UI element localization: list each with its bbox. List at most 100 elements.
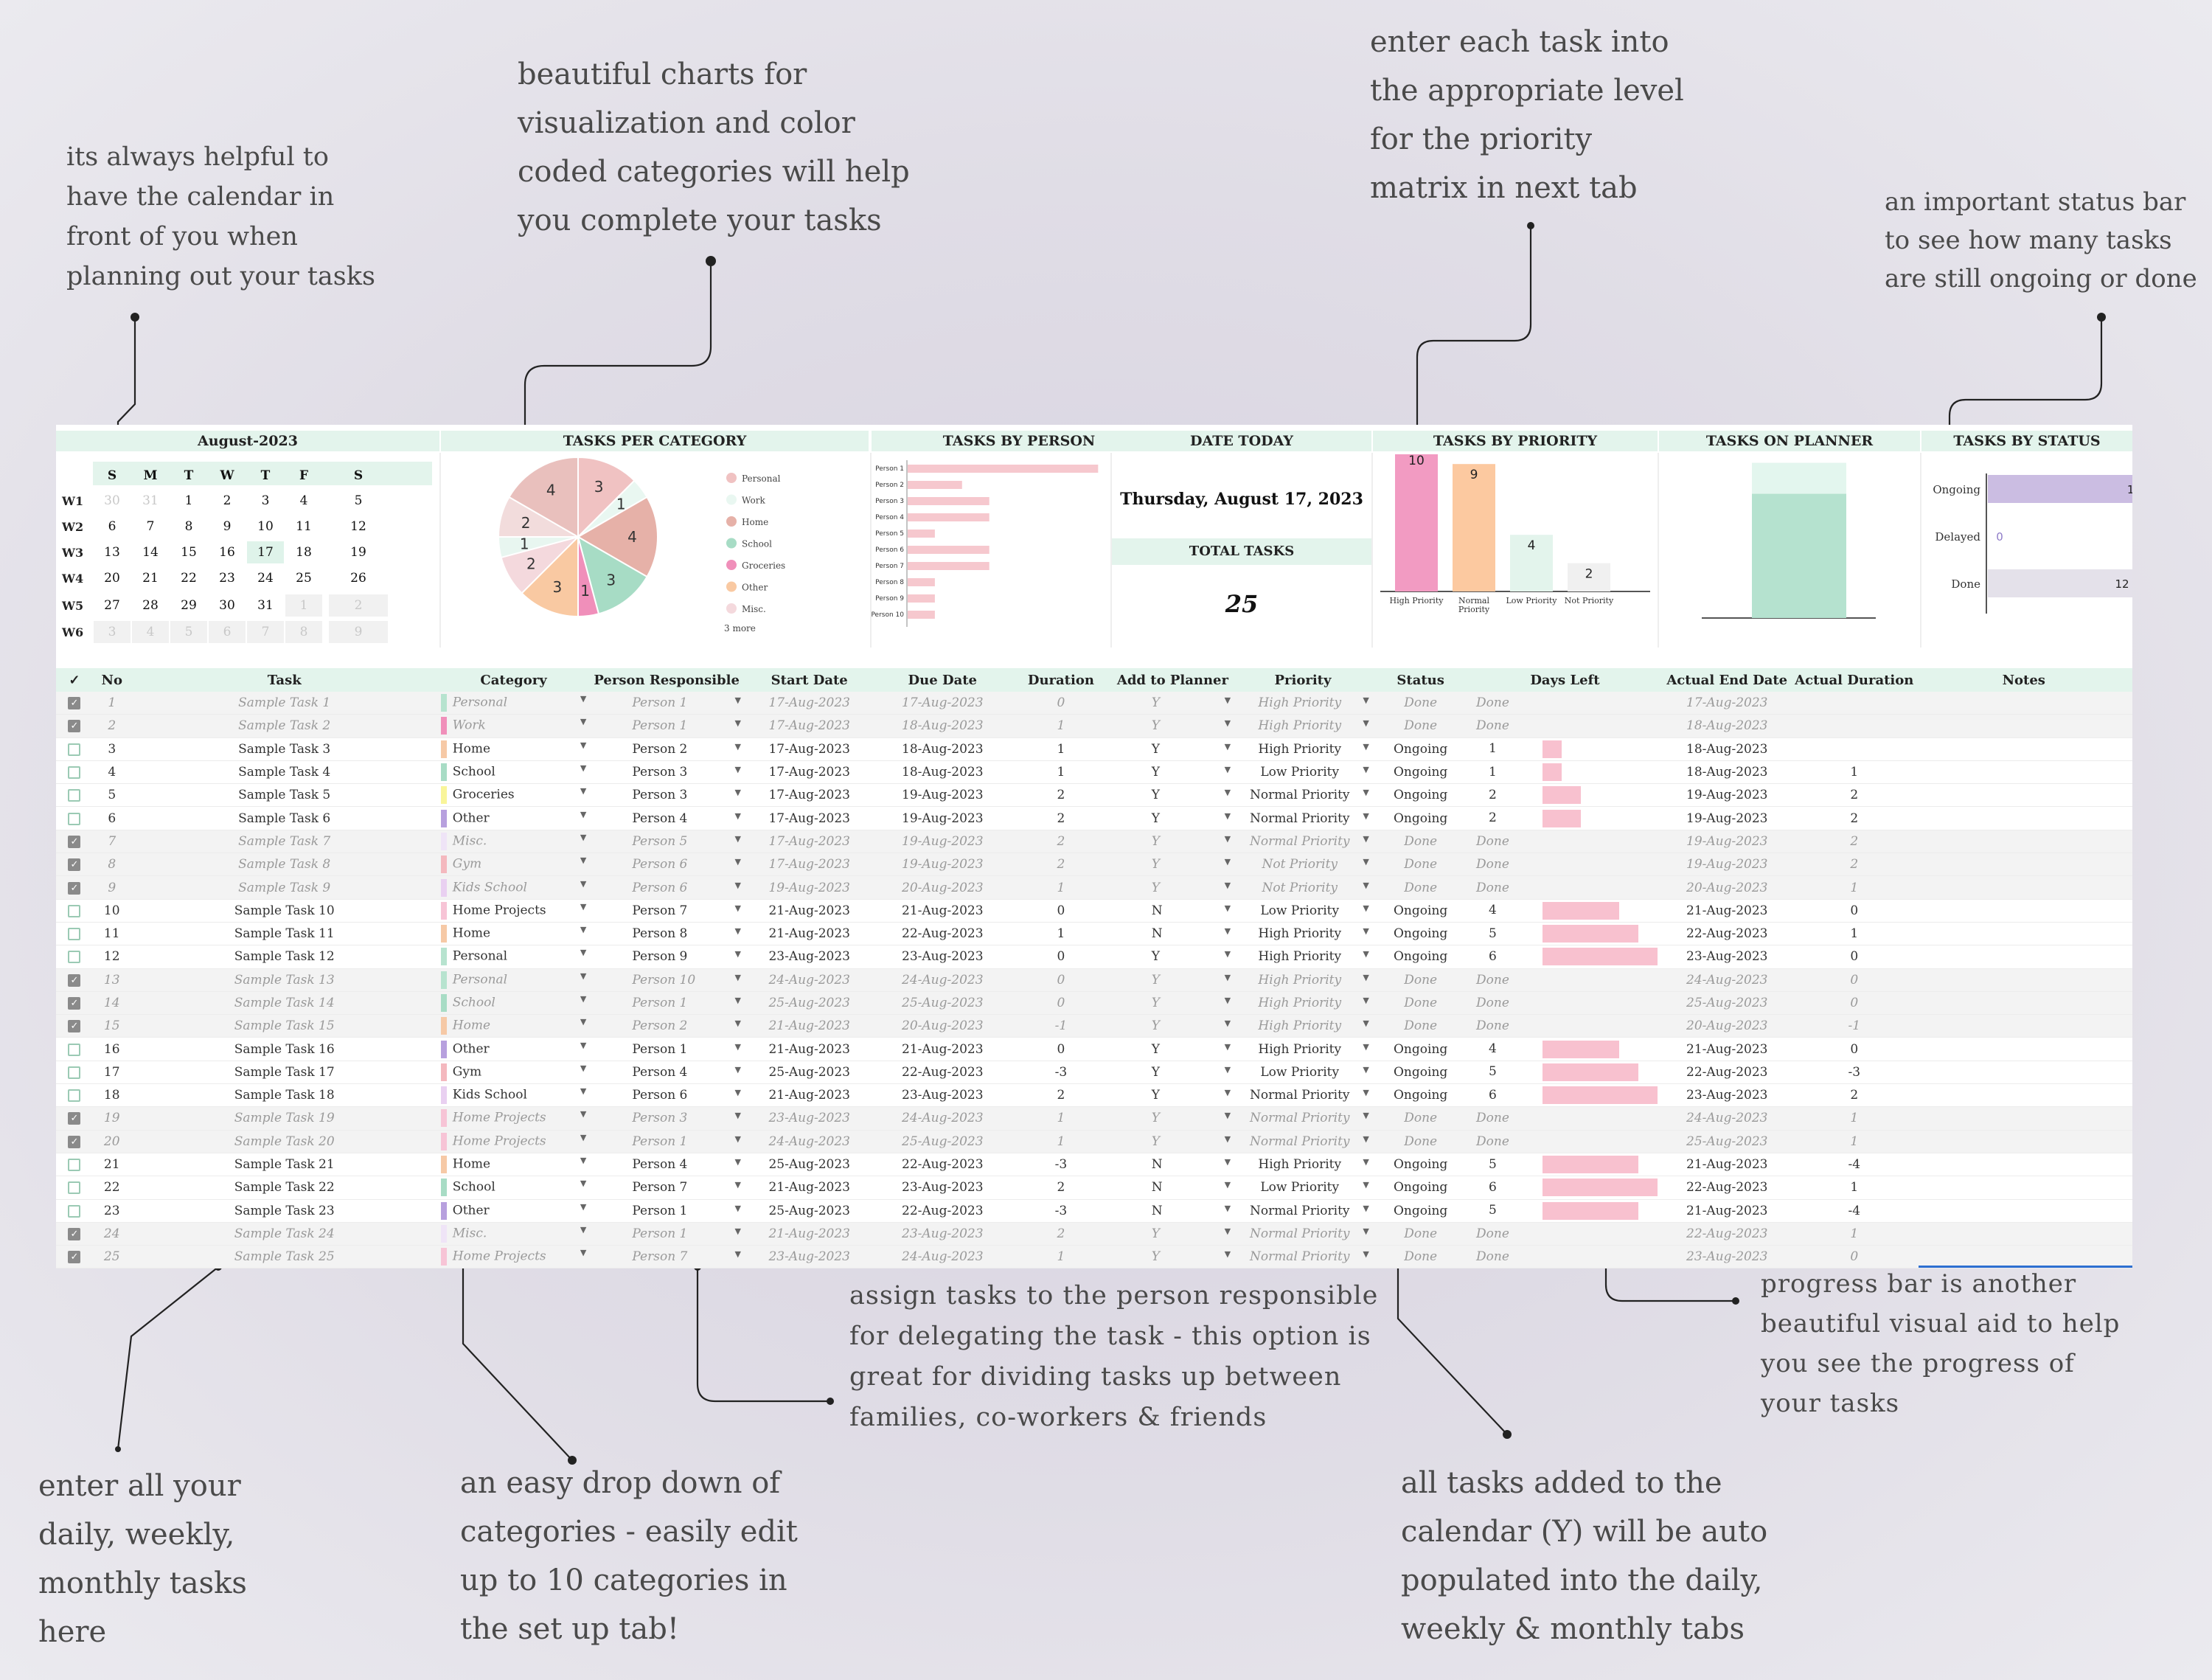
- checkbox-cell[interactable]: ✓: [56, 714, 93, 738]
- person-dropdown[interactable]: Person 1 ▼: [589, 1037, 744, 1061]
- dropdown-arrow-icon[interactable]: ▼: [1224, 765, 1231, 775]
- dropdown-arrow-icon[interactable]: ▼: [1363, 765, 1369, 775]
- planner-dropdown[interactable]: Y ▼: [1111, 875, 1234, 900]
- category-dropdown[interactable]: Home Projects ▼: [437, 899, 590, 923]
- dropdown-arrow-icon[interactable]: ▼: [1224, 788, 1231, 798]
- notes-cell[interactable]: [1915, 1014, 2132, 1038]
- column-header[interactable]: No: [92, 668, 131, 692]
- notes-cell[interactable]: [1915, 899, 2132, 923]
- dropdown-arrow-icon[interactable]: ▼: [1363, 857, 1369, 867]
- checkbox-cell[interactable]: ✓: [56, 1106, 93, 1131]
- task-name-cell[interactable]: Sample Task 19: [131, 1106, 438, 1131]
- dropdown-arrow-icon[interactable]: ▼: [1363, 949, 1369, 959]
- calendar-date[interactable]: 4: [132, 621, 169, 643]
- calendar-date[interactable]: 30: [219, 598, 235, 613]
- due-date-cell[interactable]: 23-Aug-2023: [874, 945, 1011, 969]
- person-dropdown[interactable]: Person 3 ▼: [589, 783, 744, 808]
- dropdown-arrow-icon[interactable]: ▼: [734, 1041, 741, 1052]
- due-date-cell[interactable]: 17-Aug-2023: [874, 692, 1011, 715]
- calendar-date[interactable]: 11: [296, 519, 312, 534]
- category-dropdown[interactable]: Home ▼: [437, 1014, 590, 1038]
- dropdown-arrow-icon[interactable]: ▼: [580, 1132, 587, 1142]
- due-date-cell[interactable]: 25-Aug-2023: [874, 1130, 1011, 1153]
- checkbox-cell[interactable]: ✓: [56, 692, 93, 715]
- dropdown-arrow-icon[interactable]: ▼: [734, 996, 741, 1005]
- checkbox-cell[interactable]: [56, 945, 93, 969]
- notes-cell[interactable]: [1915, 806, 2132, 830]
- planner-dropdown[interactable]: N ▼: [1111, 922, 1234, 946]
- dropdown-arrow-icon[interactable]: ▼: [734, 1180, 741, 1190]
- calendar-date[interactable]: 9: [329, 621, 388, 643]
- dropdown-arrow-icon[interactable]: ▼: [1224, 1088, 1231, 1098]
- dropdown-arrow-icon[interactable]: ▼: [580, 1040, 587, 1050]
- start-date-cell[interactable]: 21-Aug-2023: [743, 922, 875, 946]
- start-date-cell[interactable]: 17-Aug-2023: [743, 737, 875, 761]
- dropdown-arrow-icon[interactable]: ▼: [580, 948, 587, 958]
- category-dropdown[interactable]: Home Projects ▼: [437, 1130, 590, 1153]
- notes-cell[interactable]: [1915, 760, 2132, 785]
- calendar-date[interactable]: 16: [219, 545, 235, 560]
- planner-dropdown[interactable]: Y ▼: [1111, 806, 1234, 830]
- due-date-cell[interactable]: 18-Aug-2023: [874, 714, 1011, 738]
- due-date-cell[interactable]: 22-Aug-2023: [874, 1061, 1011, 1085]
- done-checkbox[interactable]: ✓: [68, 1112, 81, 1125]
- priority-dropdown[interactable]: Normal Priority ▼: [1234, 1199, 1372, 1223]
- planner-dropdown[interactable]: Y ▼: [1111, 692, 1234, 715]
- notes-cell[interactable]: [1915, 1130, 2132, 1153]
- dropdown-arrow-icon[interactable]: ▼: [1224, 1134, 1231, 1144]
- done-checkbox[interactable]: ✓: [68, 697, 81, 710]
- planner-dropdown[interactable]: Y ▼: [1111, 760, 1234, 785]
- dropdown-arrow-icon[interactable]: ▼: [580, 1179, 587, 1189]
- dropdown-arrow-icon[interactable]: ▼: [734, 833, 741, 844]
- due-date-cell[interactable]: 18-Aug-2023: [874, 737, 1011, 761]
- done-checkbox[interactable]: ✓: [68, 720, 81, 733]
- start-date-cell[interactable]: 21-Aug-2023: [743, 1222, 875, 1246]
- priority-dropdown[interactable]: High Priority ▼: [1234, 737, 1372, 761]
- calendar-date[interactable]: 6: [209, 621, 246, 643]
- calendar-date[interactable]: 12: [350, 519, 366, 534]
- task-name-cell[interactable]: Sample Task 12: [131, 945, 438, 969]
- calendar-date[interactable]: 19: [350, 545, 366, 560]
- dropdown-arrow-icon[interactable]: ▼: [1224, 1041, 1231, 1052]
- calendar-date[interactable]: 7: [247, 621, 284, 643]
- task-name-cell[interactable]: Sample Task 4: [131, 760, 438, 785]
- column-header[interactable]: Days Left: [1469, 668, 1661, 692]
- person-dropdown[interactable]: Person 1 ▼: [589, 1130, 744, 1153]
- start-date-cell[interactable]: 23-Aug-2023: [743, 1245, 875, 1269]
- task-name-cell[interactable]: Sample Task 1: [131, 692, 438, 715]
- dropdown-arrow-icon[interactable]: ▼: [734, 1226, 741, 1236]
- calendar-date[interactable]: 2: [223, 493, 232, 508]
- done-checkbox[interactable]: [68, 1066, 81, 1079]
- dropdown-arrow-icon[interactable]: ▼: [734, 811, 741, 821]
- person-dropdown[interactable]: Person 1 ▼: [589, 991, 744, 1016]
- due-date-cell[interactable]: 19-Aug-2023: [874, 853, 1011, 877]
- start-date-cell[interactable]: 23-Aug-2023: [743, 1106, 875, 1131]
- category-dropdown[interactable]: School ▼: [437, 991, 590, 1016]
- start-date-cell[interactable]: 21-Aug-2023: [743, 1083, 875, 1108]
- notes-cell[interactable]: [1915, 945, 2132, 969]
- dropdown-arrow-icon[interactable]: ▼: [1224, 903, 1231, 913]
- task-name-cell[interactable]: Sample Task 14: [131, 991, 438, 1016]
- dropdown-arrow-icon[interactable]: ▼: [1224, 718, 1231, 729]
- person-dropdown[interactable]: Person 7 ▼: [589, 899, 744, 923]
- done-checkbox[interactable]: [68, 766, 81, 780]
- dropdown-arrow-icon[interactable]: ▼: [734, 857, 741, 867]
- category-dropdown[interactable]: Other ▼: [437, 806, 590, 830]
- dropdown-arrow-icon[interactable]: ▼: [1363, 996, 1369, 1005]
- planner-dropdown[interactable]: Y ▼: [1111, 853, 1234, 877]
- task-name-cell[interactable]: Sample Task 18: [131, 1083, 438, 1108]
- due-date-cell[interactable]: 24-Aug-2023: [874, 1106, 1011, 1131]
- notes-cell[interactable]: [1915, 737, 2132, 761]
- due-date-cell[interactable]: 19-Aug-2023: [874, 806, 1011, 830]
- dropdown-arrow-icon[interactable]: ▼: [1224, 1064, 1231, 1075]
- checkbox-cell[interactable]: ✓: [56, 991, 93, 1016]
- task-name-cell[interactable]: Sample Task 8: [131, 853, 438, 877]
- start-date-cell[interactable]: 19-Aug-2023: [743, 875, 875, 900]
- category-dropdown[interactable]: Kids School ▼: [437, 1083, 590, 1108]
- done-checkbox[interactable]: ✓: [68, 835, 81, 848]
- category-dropdown[interactable]: School ▼: [437, 760, 590, 785]
- person-dropdown[interactable]: Person 1 ▼: [589, 1222, 744, 1246]
- notes-cell[interactable]: [1915, 830, 2132, 854]
- priority-dropdown[interactable]: Low Priority ▼: [1234, 760, 1372, 785]
- checkbox-cell[interactable]: [56, 737, 93, 761]
